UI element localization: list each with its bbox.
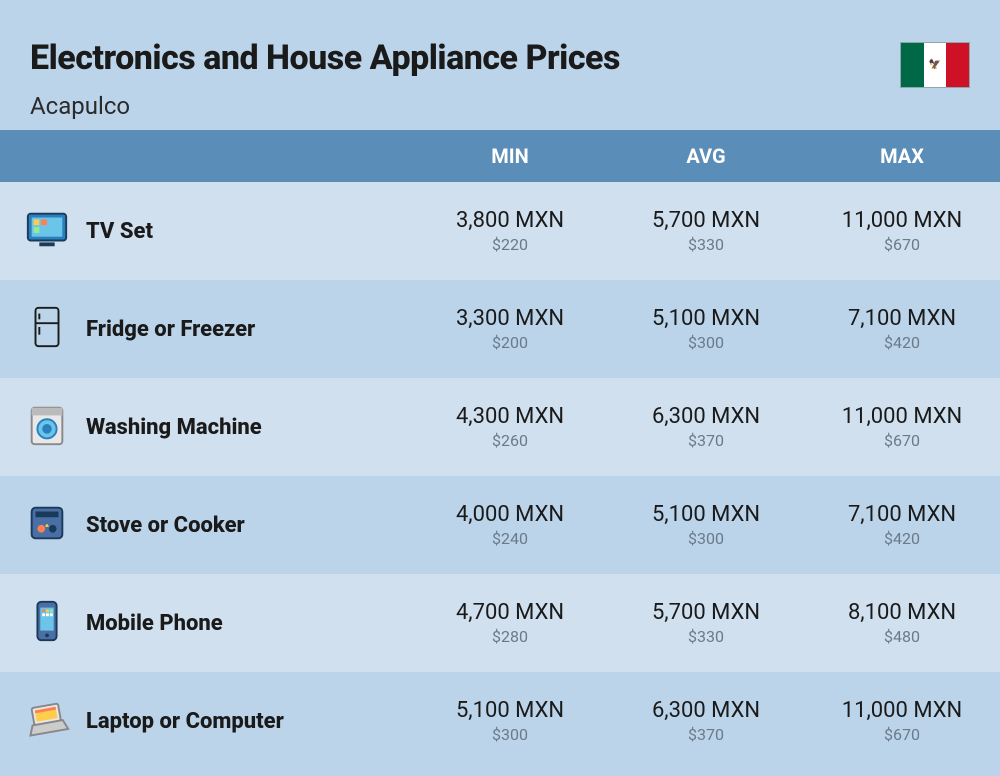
col-avg: AVG [608, 130, 804, 182]
row-avg-mxn: 5,100 MXN [608, 306, 804, 331]
tv-icon [24, 206, 70, 252]
row-max-usd: $670 [804, 725, 1000, 744]
row-min: 5,100 MXN $300 [412, 672, 608, 770]
table-row: Mobile Phone4,700 MXN $2805,700 MXN $3308,… [0, 574, 1000, 672]
fridge-icon [24, 304, 70, 350]
phone-icon [24, 598, 70, 644]
row-icon-cell [0, 280, 80, 378]
washer-icon [24, 402, 70, 448]
page-title: Electronics and House Appliance Prices [30, 38, 970, 78]
laptop-icon [24, 696, 70, 742]
header: Electronics and House Appliance Prices A… [0, 0, 1000, 130]
row-avg-mxn: 5,700 MXN [608, 600, 804, 625]
row-max: 7,100 MXN $420 [804, 476, 1000, 574]
row-avg: 5,700 MXN $330 [608, 182, 804, 280]
row-name: TV Set [80, 182, 412, 280]
row-avg: 6,300 MXN $370 [608, 378, 804, 476]
col-name [80, 130, 412, 182]
row-avg-mxn: 6,300 MXN [608, 698, 804, 723]
row-icon-cell [0, 574, 80, 672]
row-name: Mobile Phone [80, 574, 412, 672]
page-subtitle: Acapulco [30, 92, 970, 120]
row-max-mxn: 7,100 MXN [804, 306, 1000, 331]
row-min-mxn: 4,700 MXN [412, 600, 608, 625]
row-min-mxn: 4,300 MXN [412, 404, 608, 429]
mexico-flag-icon: 🦅 [900, 42, 970, 88]
row-avg-mxn: 6,300 MXN [608, 404, 804, 429]
col-max: MAX [804, 130, 1000, 182]
row-min-mxn: 3,300 MXN [412, 306, 608, 331]
row-max: 8,100 MXN $480 [804, 574, 1000, 672]
row-max-mxn: 7,100 MXN [804, 502, 1000, 527]
row-max-mxn: 8,100 MXN [804, 600, 1000, 625]
col-icon [0, 130, 80, 182]
row-min-usd: $280 [412, 627, 608, 646]
price-table: MIN AVG MAX TV Set3,800 MXN$2205,700 MXN… [0, 130, 1000, 770]
table-row: TV Set3,800 MXN $2205,700 MXN $33011,000 M… [0, 182, 1000, 280]
row-icon-cell [0, 182, 80, 280]
row-icon-cell [0, 476, 80, 574]
table-row: Washing Machine4,300 MXN $2606,300 MXN $37… [0, 378, 1000, 476]
row-max-usd: $420 [804, 529, 1000, 548]
row-min-mxn: 4,000 MXN [412, 502, 608, 527]
row-avg: 5,100 MXN $300 [608, 280, 804, 378]
table-row: Laptop or Computer5,100 MXN $3006,300 MXN… [0, 672, 1000, 770]
row-icon-cell [0, 672, 80, 770]
row-max-mxn: 11,000 MXN [804, 698, 1000, 723]
row-avg-usd: $330 [608, 627, 804, 646]
row-max-mxn: 11,000 MXN [804, 404, 1000, 429]
row-max-usd: $670 [804, 235, 1000, 254]
row-avg-mxn: 5,100 MXN [608, 502, 804, 527]
row-min-mxn: 5,100 MXN [412, 698, 608, 723]
row-min: 4,000 MXN $240 [412, 476, 608, 574]
row-max: 7,100 MXN $420 [804, 280, 1000, 378]
row-max-mxn: 11,000 MXN [804, 208, 1000, 233]
table-row: Stove or Cooker4,000 MXN $2405,100 MXN $30… [0, 476, 1000, 574]
row-min: 4,700 MXN $280 [412, 574, 608, 672]
stove-icon [24, 500, 70, 546]
row-avg-usd: $370 [608, 431, 804, 450]
row-avg-usd: $300 [608, 333, 804, 352]
row-icon-cell [0, 378, 80, 476]
row-min-mxn: 3,800 MXN [412, 208, 608, 233]
row-avg: 5,700 MXN $330 [608, 574, 804, 672]
table-header-row: MIN AVG MAX [0, 130, 1000, 182]
page-container: Electronics and House Appliance Prices A… [0, 0, 1000, 776]
row-avg: 5,100 MXN $300 [608, 476, 804, 574]
row-max-usd: $420 [804, 333, 1000, 352]
row-min-usd: $220 [412, 235, 608, 254]
row-avg: 6,300 MXN $370 [608, 672, 804, 770]
row-min-usd: $200 [412, 333, 608, 352]
row-min: 3,300 MXN $200 [412, 280, 608, 378]
row-max: 11,000 MXN $670 [804, 378, 1000, 476]
row-name: Stove or Cooker [80, 476, 412, 574]
row-min-usd: $300 [412, 725, 608, 744]
row-avg-usd: $330 [608, 235, 804, 254]
row-avg-mxn: 5,700 MXN [608, 208, 804, 233]
row-min: 4,300 MXN $260 [412, 378, 608, 476]
row-min-usd: $240 [412, 529, 608, 548]
row-max: 11,000 MXN $670 [804, 182, 1000, 280]
row-max-usd: $480 [804, 627, 1000, 646]
table-row: Fridge or Freezer3,300 MXN$2005,100 MXN$… [0, 280, 1000, 378]
row-max: 11,000 MXN $670 [804, 672, 1000, 770]
row-avg-usd: $300 [608, 529, 804, 548]
row-max-usd: $670 [804, 431, 1000, 450]
row-min: 3,800 MXN $220 [412, 182, 608, 280]
row-name: Laptop or Computer [80, 672, 412, 770]
row-min-usd: $260 [412, 431, 608, 450]
row-name: Washing Machine [80, 378, 412, 476]
row-avg-usd: $370 [608, 725, 804, 744]
row-name: Fridge or Freezer [80, 280, 412, 378]
col-min: MIN [412, 130, 608, 182]
